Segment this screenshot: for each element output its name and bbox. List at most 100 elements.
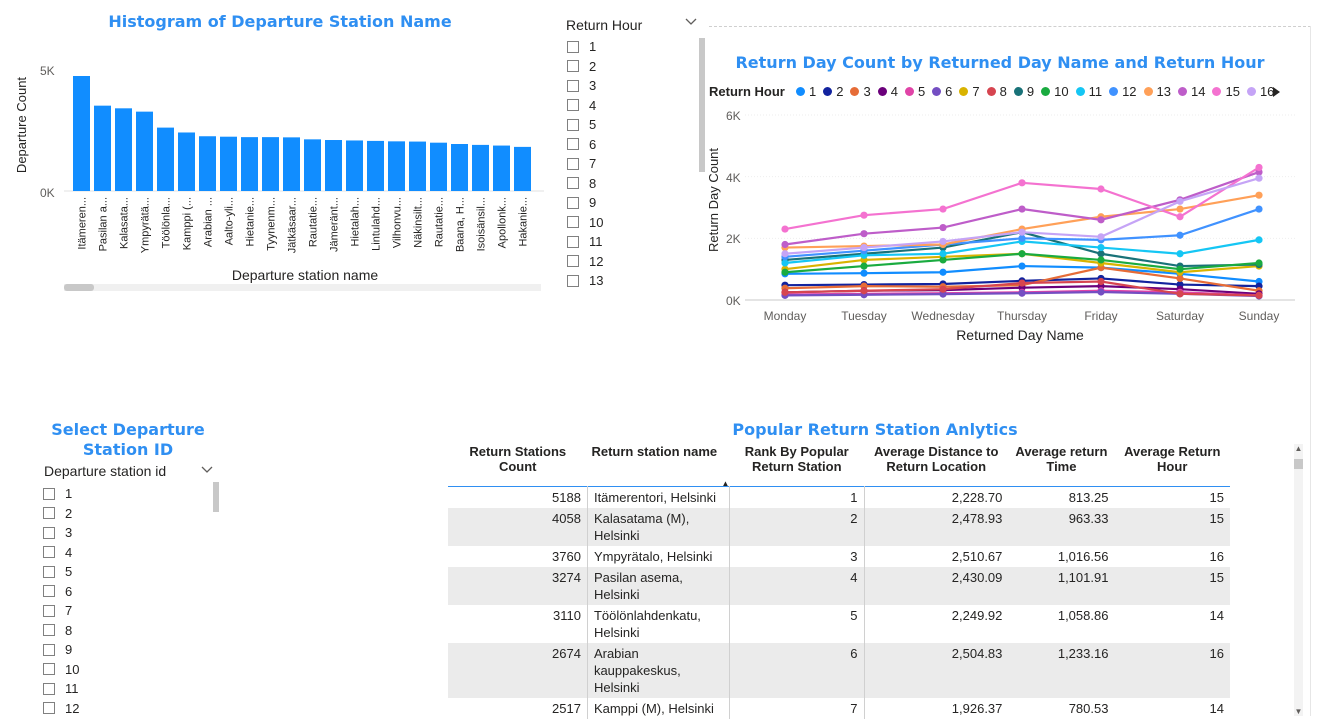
series-point-15[interactable] xyxy=(939,205,947,213)
departure-slicer-item-2[interactable]: 2 xyxy=(43,506,72,521)
histogram-bar[interactable] xyxy=(325,140,342,191)
legend-item-7[interactable]: 7 xyxy=(959,84,980,99)
histogram-bar[interactable] xyxy=(220,136,237,191)
checkbox[interactable] xyxy=(567,60,579,72)
table-scrollbar[interactable]: ▲ ▼ xyxy=(1294,444,1303,716)
histogram-bar[interactable] xyxy=(430,142,447,191)
histogram-bar[interactable] xyxy=(472,144,489,191)
col-header-return-stations-count[interactable]: Return Stations Count xyxy=(469,444,567,474)
legend-item-12[interactable]: 12 xyxy=(1109,84,1137,99)
scroll-down-icon[interactable]: ▼ xyxy=(1294,707,1303,716)
checkbox[interactable] xyxy=(567,79,579,92)
return-hour-slicer-item-11[interactable]: 11 xyxy=(567,234,603,249)
departure-slicer-item-4[interactable]: 4 xyxy=(43,545,72,560)
series-point-8[interactable] xyxy=(1018,279,1026,287)
series-point-8[interactable] xyxy=(1255,291,1263,299)
departure-slicer-item-12[interactable]: 12 xyxy=(43,701,79,716)
histogram-bar[interactable] xyxy=(157,127,174,191)
checkbox[interactable] xyxy=(567,235,579,248)
checkbox[interactable] xyxy=(43,585,55,597)
checkbox[interactable] xyxy=(567,216,579,228)
series-point-11[interactable] xyxy=(781,259,789,267)
checkbox[interactable] xyxy=(43,526,55,539)
checkbox[interactable] xyxy=(43,624,55,636)
series-point-14[interactable] xyxy=(1018,205,1026,213)
series-point-13[interactable] xyxy=(1255,191,1263,199)
legend-item-1[interactable]: 1 xyxy=(796,84,816,99)
departure-slicer-item-3[interactable]: 3 xyxy=(43,525,72,540)
series-point-16[interactable] xyxy=(939,237,947,246)
chevron-down-icon[interactable] xyxy=(200,462,214,481)
sort-ascending-icon[interactable]: ▲ xyxy=(721,479,730,488)
checkbox[interactable] xyxy=(567,118,579,131)
series-point-16[interactable] xyxy=(1018,228,1026,236)
legend-item-6[interactable]: 6 xyxy=(932,84,952,99)
checkbox[interactable] xyxy=(567,255,579,267)
legend-item-16[interactable]: 16 xyxy=(1246,84,1274,99)
checkbox[interactable] xyxy=(567,40,579,53)
series-point-1[interactable] xyxy=(939,268,947,276)
legend-item-4[interactable]: 4 xyxy=(877,84,898,99)
series-point-16[interactable] xyxy=(1097,233,1105,241)
checkbox[interactable] xyxy=(567,196,579,209)
checkbox[interactable] xyxy=(43,546,55,558)
checkbox[interactable] xyxy=(43,702,55,714)
histogram-bar[interactable] xyxy=(178,132,195,191)
series-point-11[interactable] xyxy=(1255,236,1263,244)
series-point-10[interactable] xyxy=(1097,256,1105,264)
series-point-3[interactable] xyxy=(1176,274,1184,283)
histogram-bar[interactable] xyxy=(241,137,258,191)
histogram-bar[interactable] xyxy=(346,140,363,191)
series-point-16[interactable] xyxy=(781,250,789,258)
legend-item-15[interactable]: 15 xyxy=(1212,84,1240,99)
series-point-15[interactable] xyxy=(1176,213,1184,221)
histogram-bar[interactable] xyxy=(94,105,111,191)
checkbox[interactable] xyxy=(43,507,55,519)
histogram-bar[interactable] xyxy=(73,75,90,191)
histogram-bar[interactable] xyxy=(136,111,153,191)
histogram-scrollbar[interactable] xyxy=(64,284,541,291)
departure-slicer-item-10[interactable]: 10 xyxy=(43,662,79,677)
series-point-15[interactable] xyxy=(1097,185,1105,193)
series-point-1[interactable] xyxy=(1018,262,1026,270)
series-point-8[interactable] xyxy=(781,288,789,296)
series-point-10[interactable] xyxy=(860,262,868,270)
return-hour-slicer-item-7[interactable]: 7 xyxy=(567,156,596,171)
table-scrollbar-thumb[interactable] xyxy=(1294,459,1303,469)
return-hour-slicer-item-6[interactable]: 6 xyxy=(567,137,596,152)
histogram-scrollbar-thumb[interactable] xyxy=(64,284,94,291)
return-hour-slicer-item-1[interactable]: 1 xyxy=(567,39,596,54)
table-row[interactable]: 2674 Arabian kauppakeskus, Helsinki 6 2,504… xyxy=(448,643,1230,698)
series-point-15[interactable] xyxy=(1018,179,1026,187)
series-point-14[interactable] xyxy=(939,223,947,232)
departure-slicer-item-11[interactable]: 11 xyxy=(43,681,79,696)
legend-item-11[interactable]: 11 xyxy=(1075,84,1102,99)
series-point-14[interactable] xyxy=(860,230,868,238)
histogram-bar[interactable] xyxy=(304,139,321,191)
legend-item-10[interactable]: 10 xyxy=(1041,84,1069,99)
legend-next-arrow-icon[interactable] xyxy=(1271,85,1281,103)
series-point-8[interactable] xyxy=(939,285,947,293)
departure-slicer-item-8[interactable]: 8 xyxy=(43,623,72,638)
series-point-15[interactable] xyxy=(860,211,868,219)
col-header-rank[interactable]: Rank By Popular Return Station ▲ xyxy=(721,444,864,488)
table-row[interactable]: 3274 Pasilan asema, Helsinki 4 2,430.09 1,10… xyxy=(448,567,1230,605)
departure-slicer-item-1[interactable]: 1 xyxy=(43,486,72,501)
col-header-return-station-name[interactable]: Return station name xyxy=(591,444,718,459)
series-point-1[interactable] xyxy=(860,269,868,277)
departure-slicer-item-9[interactable]: 9 xyxy=(43,642,72,657)
series-point-10[interactable] xyxy=(1255,259,1263,267)
checkbox[interactable] xyxy=(567,157,579,170)
checkbox[interactable] xyxy=(567,177,579,189)
series-point-6[interactable] xyxy=(1097,288,1105,296)
legend-item-9[interactable]: 9 xyxy=(1013,84,1034,99)
legend-item-5[interactable]: 5 xyxy=(904,84,925,99)
series-point-15[interactable] xyxy=(781,225,789,233)
series-point-11[interactable] xyxy=(1176,250,1184,258)
series-point-10[interactable] xyxy=(781,268,789,276)
series-point-8[interactable] xyxy=(1176,290,1184,298)
departure-slicer-scrollbar[interactable] xyxy=(213,482,219,512)
return-hour-slicer-item-2[interactable]: 2 xyxy=(567,59,596,74)
chevron-down-icon[interactable] xyxy=(684,14,698,31)
histogram-bar[interactable] xyxy=(199,136,216,191)
